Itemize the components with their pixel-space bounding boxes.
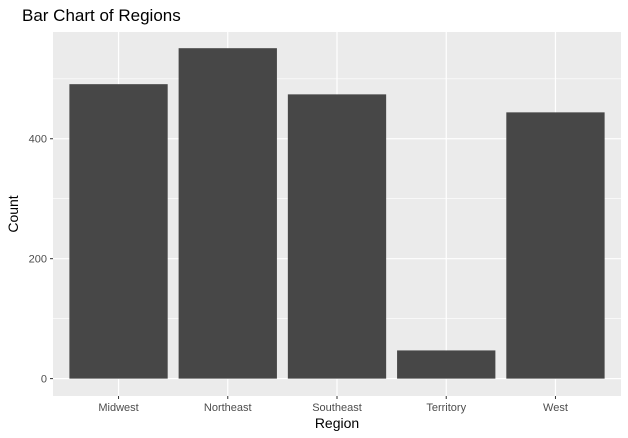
bar-northeast bbox=[178, 48, 277, 379]
bars bbox=[69, 48, 605, 379]
y-tick-label: 0 bbox=[41, 374, 47, 386]
bar-territory bbox=[397, 350, 496, 379]
x-tick-label: Southeast bbox=[312, 402, 362, 414]
y-axis-ticks: 0 200 400 bbox=[29, 134, 53, 386]
x-tick-label: Territory bbox=[426, 402, 466, 414]
bar-southeast bbox=[287, 94, 387, 379]
bar-west bbox=[506, 112, 605, 379]
bar-midwest bbox=[69, 84, 168, 379]
x-tick-label: Midwest bbox=[98, 402, 138, 414]
y-tick-label: 200 bbox=[29, 254, 47, 266]
y-axis-title: Count bbox=[5, 195, 21, 232]
x-tick-label: West bbox=[543, 402, 568, 414]
y-tick-label: 400 bbox=[29, 134, 47, 146]
x-axis-title: Region bbox=[315, 415, 359, 431]
x-axis-ticks: Midwest Northeast Southeast Territory West bbox=[98, 396, 568, 414]
chart-title: Bar Chart of Regions bbox=[22, 6, 181, 25]
x-tick-label: Northeast bbox=[204, 402, 252, 414]
